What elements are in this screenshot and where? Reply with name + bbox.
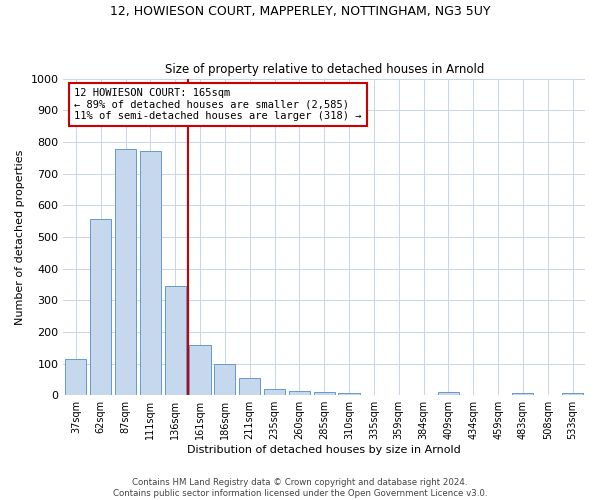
Bar: [314, 392, 335, 395]
Bar: [115, 149, 136, 395]
Bar: [512, 393, 533, 395]
Bar: [289, 391, 310, 395]
Bar: [90, 219, 111, 395]
Bar: [190, 344, 211, 395]
Bar: [264, 389, 285, 395]
Bar: [239, 378, 260, 395]
Bar: [338, 392, 359, 395]
X-axis label: Distribution of detached houses by size in Arnold: Distribution of detached houses by size …: [187, 445, 461, 455]
Bar: [214, 364, 235, 395]
Bar: [562, 393, 583, 395]
Bar: [164, 286, 186, 395]
Title: Size of property relative to detached houses in Arnold: Size of property relative to detached ho…: [164, 63, 484, 76]
Text: 12 HOWIESON COURT: 165sqm
← 89% of detached houses are smaller (2,585)
11% of se: 12 HOWIESON COURT: 165sqm ← 89% of detac…: [74, 88, 361, 122]
Text: Contains HM Land Registry data © Crown copyright and database right 2024.
Contai: Contains HM Land Registry data © Crown c…: [113, 478, 487, 498]
Text: 12, HOWIESON COURT, MAPPERLEY, NOTTINGHAM, NG3 5UY: 12, HOWIESON COURT, MAPPERLEY, NOTTINGHA…: [110, 5, 490, 18]
Bar: [438, 392, 459, 395]
Bar: [140, 151, 161, 395]
Bar: [65, 359, 86, 395]
Y-axis label: Number of detached properties: Number of detached properties: [15, 149, 25, 324]
